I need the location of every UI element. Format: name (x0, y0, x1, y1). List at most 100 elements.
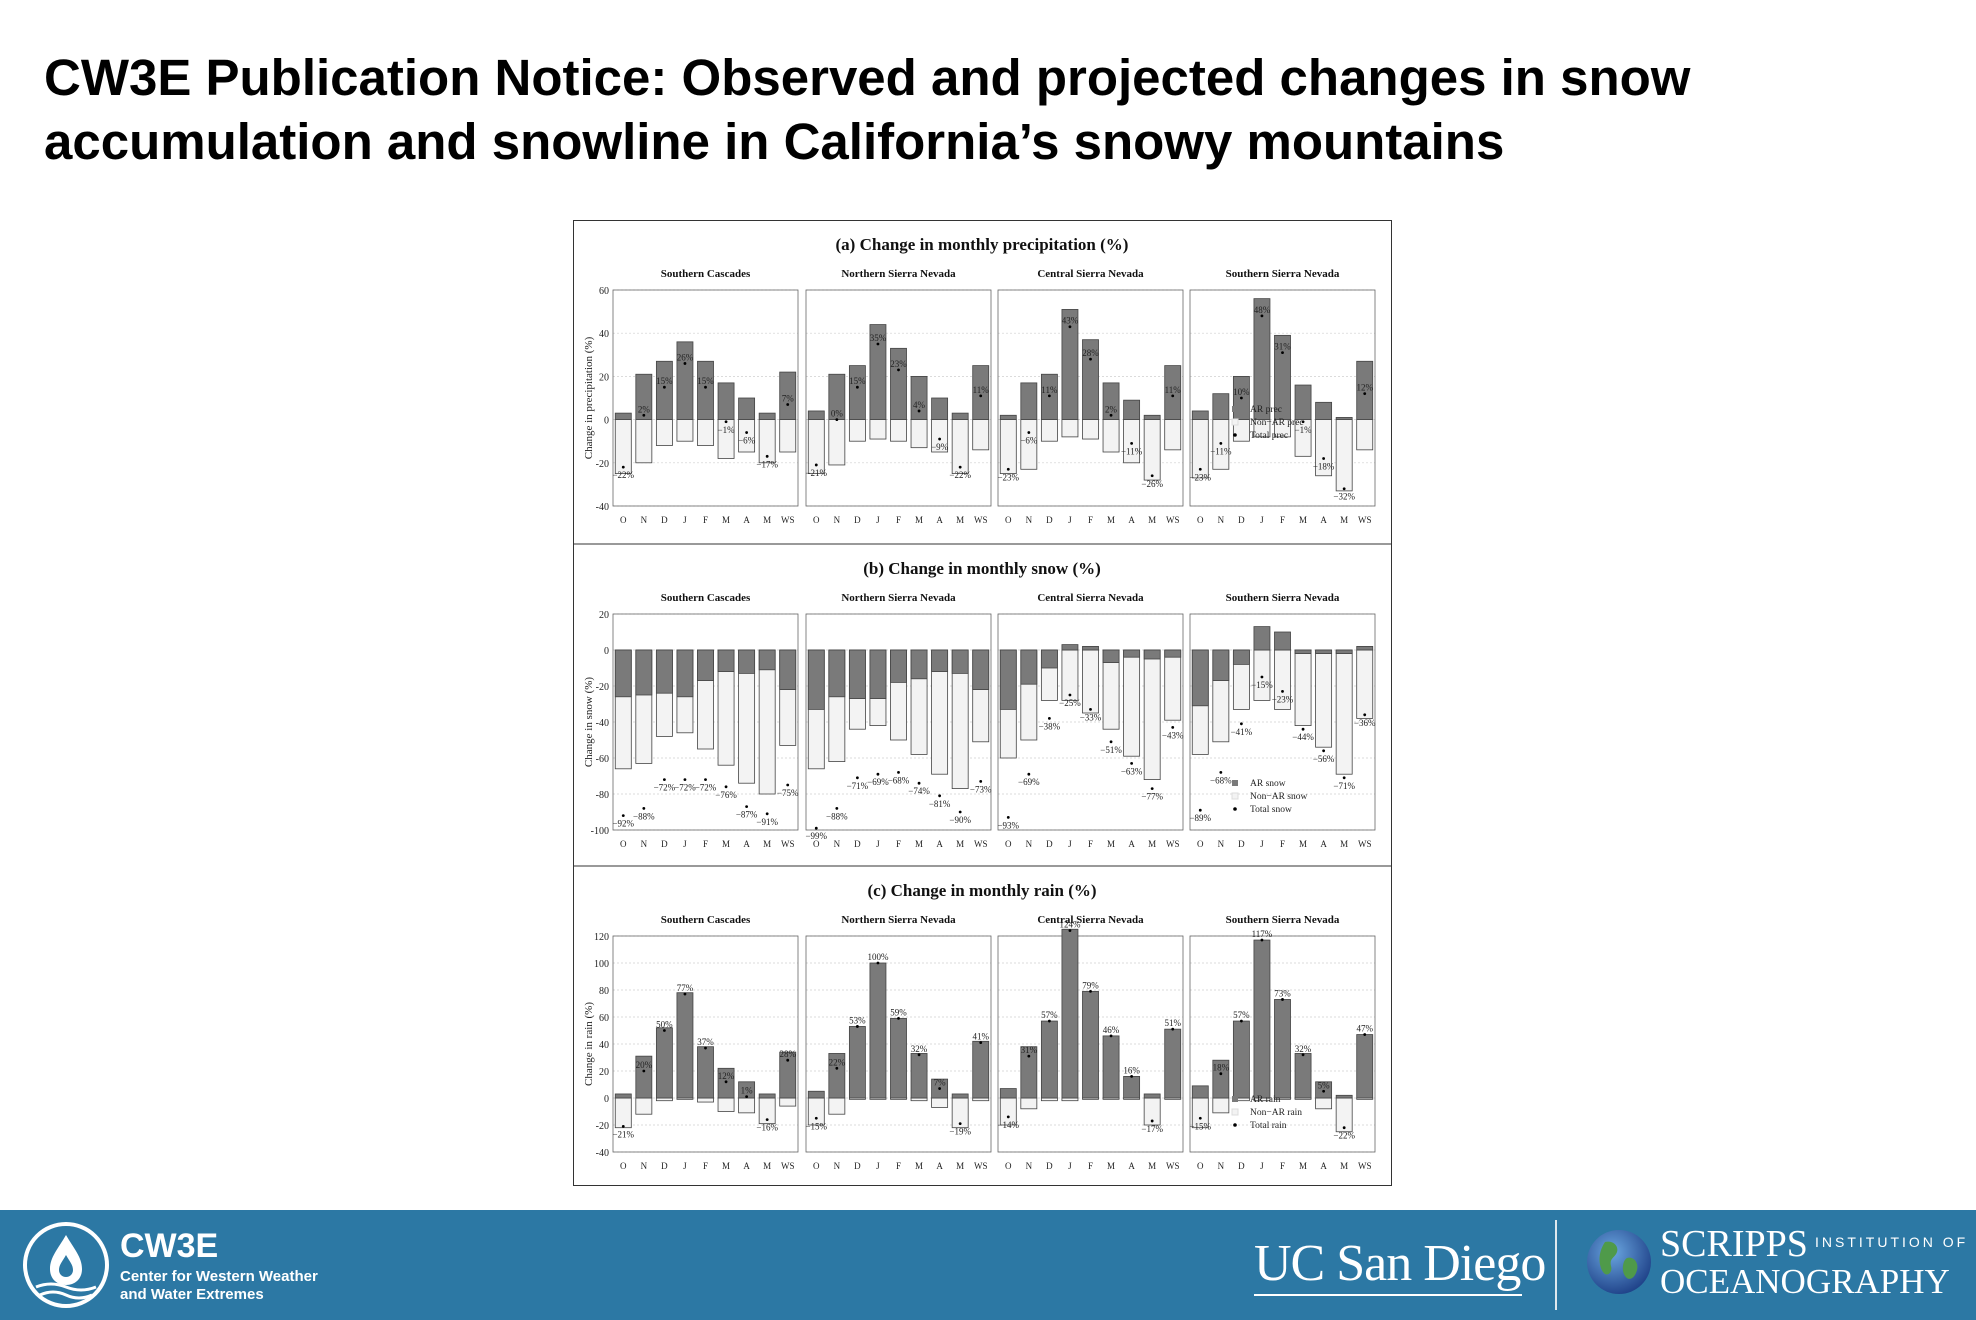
data-label: 11% (1165, 385, 1182, 395)
chart-figure: (a) Change in monthly precipitation (%) C… (573, 220, 1392, 1186)
ar-bar (1294, 649, 1312, 654)
y-tick-label: -20 (596, 459, 609, 470)
total-dot (621, 465, 625, 469)
total-dot (1171, 1027, 1175, 1031)
non-ar-bar (738, 1097, 756, 1114)
x-tick-label: D (1238, 1161, 1245, 1171)
total-dot (958, 1122, 962, 1126)
x-tick-label: D (1046, 839, 1053, 849)
x-tick-label: A (1128, 839, 1135, 849)
data-label: −93% (997, 820, 1019, 830)
x-tick-label: M (1107, 515, 1115, 525)
ar-bar (951, 649, 969, 674)
non-ar-bar (828, 419, 846, 466)
subplot-frame (997, 289, 1184, 507)
ar-bar (910, 375, 928, 420)
x-tick-label: F (703, 1161, 708, 1171)
data-label: −6% (738, 436, 756, 446)
ar-bar (807, 649, 825, 710)
y-tick-label: -80 (596, 790, 609, 801)
total-dot (1301, 1053, 1305, 1057)
y-tick-label: -20 (596, 682, 609, 693)
x-tick-label: D (1238, 515, 1245, 525)
non-ar-bar (676, 419, 694, 442)
data-label: −91% (756, 817, 778, 827)
non-ar-bar (1123, 649, 1141, 757)
data-label: −11% (1121, 446, 1143, 456)
data-label: 2% (1105, 404, 1118, 414)
non-ar-bar (1082, 649, 1099, 714)
x-tick-label: M (722, 1161, 730, 1171)
ar-bar (807, 410, 825, 421)
ar-bar (1294, 384, 1312, 420)
y-tick-label: 0 (604, 646, 609, 657)
total-dot (1198, 808, 1202, 812)
y-tick-label: 60 (599, 286, 609, 297)
total-dot (917, 409, 921, 413)
ar-bar (1274, 334, 1291, 420)
x-tick-label: A (1128, 1161, 1135, 1171)
non-ar-bar (890, 419, 907, 442)
non-ar-bar (869, 419, 887, 440)
x-tick-label: WS (1166, 515, 1180, 525)
subplot-frame (805, 935, 992, 1153)
scripps-logo-oceanography: OCEANOGRAPHY (1660, 1262, 1950, 1301)
total-dot (1047, 394, 1051, 398)
data-label: −11% (1210, 446, 1232, 456)
data-label: 47% (1356, 1024, 1373, 1034)
x-tick-label: WS (974, 515, 988, 525)
x-tick-label: WS (781, 1161, 795, 1171)
ar-bar (951, 412, 969, 420)
data-label: −56% (1313, 754, 1335, 764)
total-dot (642, 413, 646, 417)
ar-bar (614, 412, 632, 420)
y-axis-label: Change in rain (%) (583, 1002, 595, 1086)
x-tick-label: D (661, 515, 668, 525)
x-tick-label: D (661, 839, 668, 849)
data-label: −15% (805, 1121, 827, 1131)
x-tick-label: A (743, 839, 750, 849)
ar-bar (1040, 649, 1058, 669)
ar-bar (1123, 399, 1141, 421)
data-label: −72% (654, 783, 676, 793)
total-dot (1219, 441, 1223, 445)
total-dot (724, 1080, 728, 1084)
data-label: 0% (831, 409, 844, 419)
ar-bar (655, 1027, 673, 1099)
ar-bar (655, 649, 673, 694)
x-tick-label: A (936, 1161, 943, 1171)
non-ar-bar (655, 419, 673, 446)
data-label: −23% (1189, 472, 1211, 482)
ar-bar (910, 649, 928, 680)
ar-bar (779, 649, 797, 690)
x-tick-label: J (1068, 839, 1072, 849)
ar-bar (1020, 1046, 1038, 1099)
ar-bar (635, 373, 653, 421)
ar-bar (869, 649, 887, 699)
region-title: Southern Sierra Nevada (1226, 268, 1340, 280)
region-title: Central Sierra Nevada (1037, 914, 1144, 926)
legend-dot (1233, 1123, 1237, 1127)
x-tick-label: M (915, 515, 923, 525)
x-tick-label: J (876, 839, 880, 849)
ar-bar (972, 1040, 990, 1099)
region-title: Southern Sierra Nevada (1226, 914, 1340, 926)
ar-bar (697, 360, 714, 420)
scripps-logo-name: SCRIPPS (1660, 1223, 1808, 1265)
non-ar-bar (1294, 649, 1312, 726)
x-tick-label: N (1026, 515, 1033, 525)
slide-title-line-2: accumulation and snowline in California’… (44, 113, 1505, 170)
data-label: 1% (741, 1086, 754, 1096)
data-label: −73% (970, 784, 992, 794)
ar-bar (972, 649, 990, 690)
x-tick-label: A (936, 515, 943, 525)
data-label: −38% (1039, 721, 1061, 731)
ar-bar (635, 649, 653, 696)
data-label: −25% (1059, 698, 1081, 708)
y-tick-label: 0 (604, 1094, 609, 1105)
x-tick-label: J (1260, 515, 1264, 525)
x-tick-label: F (1088, 515, 1093, 525)
ucsd-logo-underline (1254, 1294, 1522, 1296)
data-label: 41% (972, 1032, 989, 1042)
x-tick-label: A (1320, 1161, 1327, 1171)
